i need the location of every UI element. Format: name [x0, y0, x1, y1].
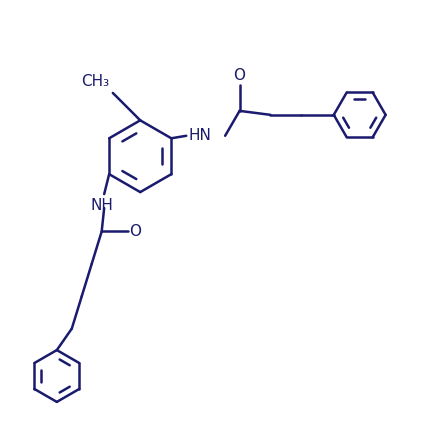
Text: O: O — [129, 224, 142, 239]
Text: O: O — [233, 68, 246, 83]
Text: HN: HN — [188, 128, 211, 143]
Text: CH₃: CH₃ — [81, 74, 109, 89]
Text: NH: NH — [91, 198, 114, 213]
